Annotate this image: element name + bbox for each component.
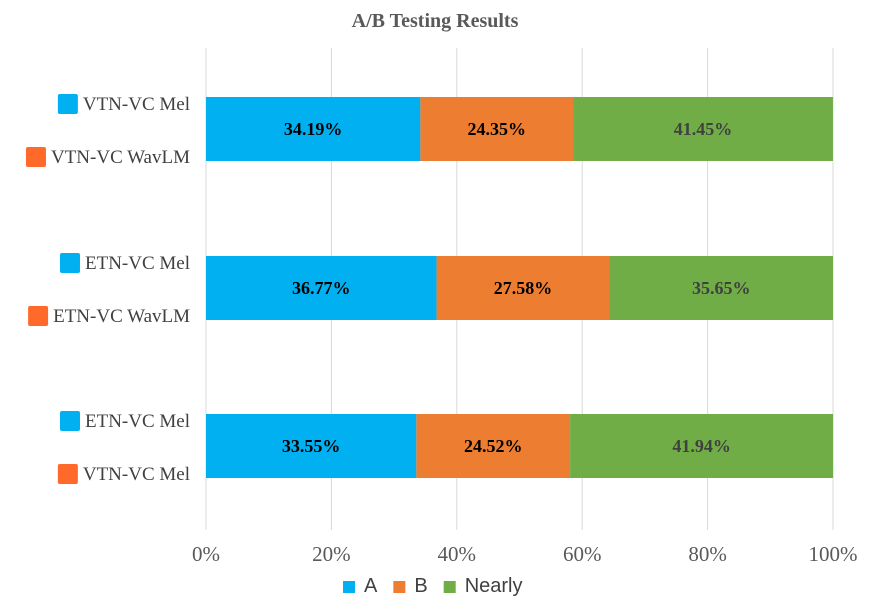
category-label-a: VTN-VC Mel (83, 94, 190, 115)
data-label: 34.19% (284, 119, 343, 139)
x-axis-ticks: 0% 20% 40% 60% 80% 100% (192, 542, 858, 566)
category-label-a: ETN-VC Mel (85, 411, 190, 432)
bar-stacks (206, 97, 834, 478)
category-marker-b (57, 464, 78, 484)
x-tick-label: 100% (809, 542, 858, 566)
data-label: 24.52% (464, 436, 523, 456)
category-marker-b (28, 306, 49, 326)
bar-b-2 (436, 256, 610, 320)
legend-swatch-nearly (443, 581, 456, 593)
legend-label-b: B (414, 575, 427, 597)
category-marker-a (59, 411, 80, 431)
bar-b-3 (416, 414, 571, 478)
bar-b-1 (420, 97, 574, 161)
data-labels: 34.19% 24.35% 41.45% 36.77% 27.58% 35.65% 33.5… (282, 119, 751, 456)
legend-swatch-b (393, 581, 406, 593)
x-tick-label: 0% (192, 542, 220, 566)
category-label-b: VTN-VC Mel (83, 464, 190, 485)
bar-nearly-3 (570, 414, 834, 478)
data-label: 35.65% (692, 278, 751, 298)
x-tick-label: 80% (688, 542, 727, 566)
bar-nearly-1 (573, 97, 833, 161)
chart-title: A/B Testing Results (352, 10, 519, 32)
category-pair-labels: VTN-VC Mel VTN-VC WavLM ETN-VC Mel ETN-VC W… (25, 94, 190, 485)
data-label: 24.35% (467, 119, 526, 139)
data-label: 33.55% (282, 436, 341, 456)
bar-nearly-2 (609, 256, 833, 320)
legend: A B Nearly (343, 575, 522, 597)
data-label: 41.45% (674, 119, 733, 139)
bar-a-3 (206, 414, 417, 478)
x-tick-label: 40% (438, 542, 477, 566)
data-label: 27.58% (494, 278, 553, 298)
category-marker-b (25, 147, 46, 167)
category-label-b: ETN-VC WavLM (53, 306, 190, 327)
data-label: 41.94% (672, 436, 731, 456)
legend-label-nearly: Nearly (465, 575, 523, 597)
x-tick-label: 20% (312, 542, 351, 566)
category-label-b: VTN-VC WavLM (51, 147, 190, 168)
legend-swatch-a (343, 581, 355, 593)
category-label-a: ETN-VC Mel (85, 253, 190, 274)
category-marker-a (57, 94, 78, 114)
data-label: 36.77% (292, 278, 351, 298)
bar-a-1 (206, 97, 421, 161)
legend-label-a: A (364, 575, 378, 597)
bar-a-2 (206, 256, 437, 320)
category-marker-a (59, 253, 80, 273)
x-tick-label: 60% (563, 542, 602, 566)
